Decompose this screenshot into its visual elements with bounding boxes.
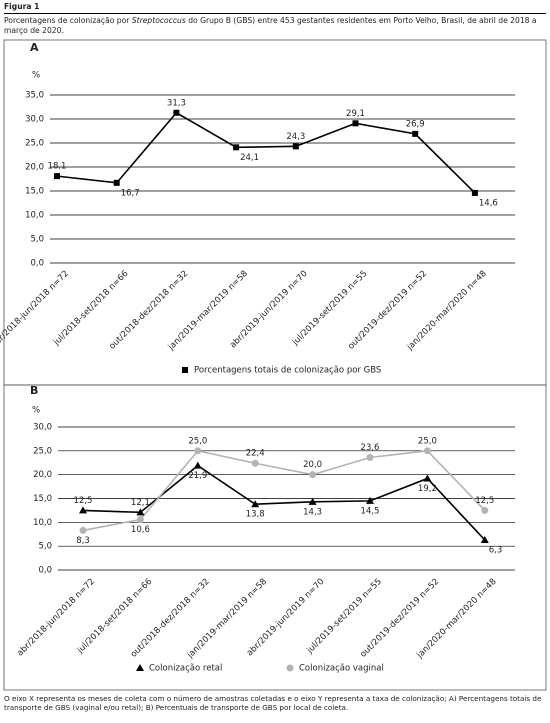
y-tick-label: 5,0 (30, 235, 44, 245)
data-label: 31,3 (167, 98, 186, 108)
data-label: 10,6 (131, 525, 150, 535)
data-label: 13,8 (246, 510, 265, 520)
marker (136, 508, 145, 516)
marker (79, 506, 87, 514)
y-axis-label: % (32, 71, 40, 81)
y-tick-label: 5,0 (38, 542, 52, 552)
legend-marker (286, 664, 294, 672)
legend-label: Colonização vaginal (299, 664, 384, 674)
panel-frame (3, 39, 547, 386)
marker (366, 454, 374, 462)
legend-marker (136, 664, 144, 671)
data-label: 20,0 (303, 460, 322, 470)
y-tick-label: 30,0 (25, 115, 44, 125)
marker (251, 459, 259, 467)
y-tick-label: 10,0 (25, 211, 44, 221)
figure-label: Figura 1 (4, 2, 40, 11)
marker (352, 120, 359, 127)
y-tick-label: 10,0 (33, 518, 52, 528)
data-label: 19,2 (418, 484, 437, 494)
marker (481, 506, 489, 514)
marker (412, 130, 419, 137)
marker (193, 461, 202, 469)
data-label: 14,6 (479, 198, 498, 208)
y-tick-label: 15,0 (25, 187, 44, 197)
panel-label: B (30, 384, 38, 397)
y-tick-label: 25,0 (25, 139, 44, 149)
caption-italic: Streptococcus (131, 16, 186, 25)
panel-frame (3, 384, 547, 691)
marker (194, 447, 202, 455)
legend-marker (182, 367, 188, 373)
marker (308, 497, 317, 505)
series-line (56, 111, 476, 194)
data-label: 16,7 (121, 188, 140, 198)
data-label: 12,5 (475, 496, 494, 506)
legend-label: Porcentagens totais de colonização por G… (194, 366, 381, 376)
data-label: 29,1 (346, 109, 365, 119)
y-tick-label: 15,0 (33, 494, 52, 504)
marker (423, 447, 431, 455)
caption: Porcentagens de colonização por Streptoc… (4, 16, 546, 35)
marker (423, 474, 432, 482)
y-tick-label: 20,0 (25, 163, 44, 173)
footnote: O eixo X representa os meses de coleta c… (4, 694, 542, 712)
y-axis-label: % (32, 406, 40, 416)
marker (366, 496, 374, 504)
series-line (82, 449, 486, 532)
y-tick-label: 25,0 (33, 446, 52, 456)
y-tick-label: 30,0 (33, 423, 52, 433)
marker (471, 189, 478, 196)
y-tick-label: 35,0 (25, 91, 44, 101)
legend-label: Colonização retal (149, 664, 222, 674)
data-label: 25,0 (418, 436, 437, 446)
data-label: 23,6 (361, 443, 380, 453)
data-label: 18,1 (48, 162, 67, 172)
data-label: 12,5 (74, 496, 93, 506)
data-label: 24,1 (240, 153, 259, 163)
marker (233, 144, 240, 151)
series-line (82, 464, 486, 541)
marker (79, 526, 87, 534)
data-label: 24,3 (286, 132, 305, 142)
data-label: 14,5 (361, 506, 380, 516)
data-label: 6,3 (489, 545, 503, 555)
marker (292, 143, 299, 150)
marker (251, 500, 260, 508)
marker (309, 471, 317, 479)
marker (173, 109, 180, 116)
data-label: 25,0 (188, 436, 207, 446)
caption-text: do Grupo B (GBS) entre 453 gestantes res… (4, 16, 537, 35)
data-label: 21,9 (188, 471, 207, 481)
marker (113, 179, 120, 186)
data-label: 14,3 (303, 507, 322, 517)
data-label: 22,4 (246, 449, 265, 459)
marker (480, 535, 489, 543)
rule (4, 13, 546, 14)
caption-text: Porcentagens de colonização por (4, 16, 132, 25)
y-tick-label: 0,0 (30, 259, 44, 269)
data-label: 8,3 (76, 536, 90, 546)
data-label: 26,9 (406, 119, 425, 129)
y-tick-label: 0,0 (38, 566, 52, 576)
panel-label: A (30, 41, 39, 54)
marker (136, 515, 144, 523)
data-label: 12,1 (131, 498, 150, 508)
marker (54, 173, 60, 180)
y-tick-label: 20,0 (33, 470, 52, 480)
